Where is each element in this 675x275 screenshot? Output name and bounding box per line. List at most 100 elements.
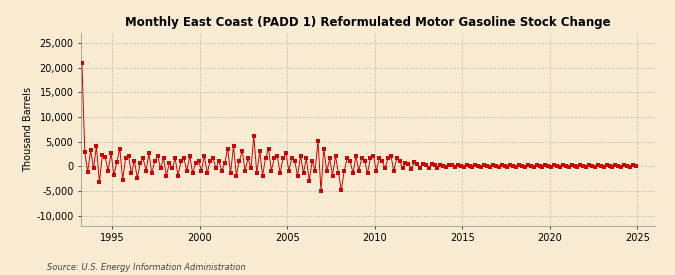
- Point: [316, 189, 327, 193]
- Point: [464, 164, 475, 168]
- Point: [388, 169, 399, 173]
- Point: [432, 166, 443, 170]
- Point: [514, 163, 524, 167]
- Point: [531, 163, 542, 167]
- Point: [616, 164, 626, 169]
- Point: [138, 156, 148, 161]
- Point: [319, 146, 329, 151]
- Point: [628, 163, 639, 167]
- Point: [242, 156, 253, 161]
- Point: [362, 171, 373, 175]
- Point: [537, 164, 548, 169]
- Point: [429, 163, 440, 167]
- Point: [580, 164, 591, 169]
- Point: [266, 169, 277, 173]
- Point: [111, 160, 122, 164]
- Point: [467, 164, 478, 169]
- Point: [529, 164, 539, 169]
- Point: [313, 139, 323, 143]
- Point: [295, 154, 306, 158]
- Point: [526, 164, 537, 168]
- Point: [371, 169, 381, 173]
- Point: [263, 146, 274, 151]
- Point: [624, 164, 635, 169]
- Point: [144, 151, 155, 156]
- Point: [575, 163, 586, 167]
- Point: [473, 164, 484, 168]
- Point: [354, 169, 364, 173]
- Point: [441, 165, 452, 169]
- Point: [403, 162, 414, 166]
- Point: [607, 164, 618, 169]
- Point: [97, 153, 108, 158]
- Point: [257, 174, 268, 178]
- Point: [412, 162, 423, 166]
- Point: [470, 163, 481, 167]
- Point: [601, 163, 612, 167]
- Point: [394, 159, 405, 163]
- Point: [85, 148, 96, 153]
- Point: [379, 166, 390, 170]
- Point: [240, 169, 250, 173]
- Point: [572, 164, 583, 169]
- Point: [452, 163, 463, 167]
- Point: [325, 156, 335, 161]
- Point: [368, 154, 379, 158]
- Point: [587, 164, 597, 168]
- Point: [301, 156, 312, 161]
- Point: [292, 174, 303, 178]
- Point: [307, 159, 318, 163]
- Point: [342, 156, 352, 161]
- Point: [330, 154, 341, 158]
- Point: [505, 163, 516, 167]
- Point: [284, 169, 294, 173]
- Point: [321, 169, 332, 174]
- Point: [374, 156, 385, 161]
- Point: [421, 163, 431, 167]
- Point: [491, 164, 502, 168]
- Point: [540, 163, 551, 167]
- Point: [517, 164, 528, 168]
- Point: [217, 169, 227, 173]
- Point: [456, 164, 466, 168]
- Point: [397, 166, 408, 170]
- Point: [213, 159, 224, 163]
- Point: [248, 134, 259, 138]
- Point: [350, 154, 361, 158]
- Point: [103, 169, 113, 173]
- Point: [153, 154, 163, 158]
- Point: [339, 169, 350, 173]
- Point: [619, 163, 630, 167]
- Point: [476, 164, 487, 169]
- Text: Source: U.S. Energy Information Administration: Source: U.S. Energy Information Administ…: [47, 263, 246, 272]
- Point: [76, 60, 87, 65]
- Point: [546, 164, 557, 169]
- Point: [196, 169, 207, 173]
- Point: [479, 163, 489, 167]
- Point: [610, 163, 621, 167]
- Point: [254, 149, 265, 153]
- Point: [400, 161, 411, 165]
- Point: [450, 164, 460, 169]
- Point: [129, 159, 140, 163]
- Point: [569, 164, 580, 168]
- Point: [173, 174, 184, 178]
- Point: [520, 164, 531, 169]
- Point: [435, 163, 446, 167]
- Point: [584, 163, 595, 167]
- Point: [418, 162, 429, 166]
- Point: [549, 163, 560, 167]
- Point: [444, 163, 455, 167]
- Point: [493, 164, 504, 169]
- Point: [246, 166, 256, 170]
- Point: [82, 170, 93, 174]
- Point: [392, 156, 402, 161]
- Point: [231, 174, 242, 178]
- Point: [427, 162, 437, 166]
- Point: [409, 160, 420, 164]
- Point: [187, 171, 198, 175]
- Point: [88, 166, 99, 170]
- Point: [199, 154, 210, 158]
- Point: [356, 156, 367, 161]
- Point: [132, 176, 142, 180]
